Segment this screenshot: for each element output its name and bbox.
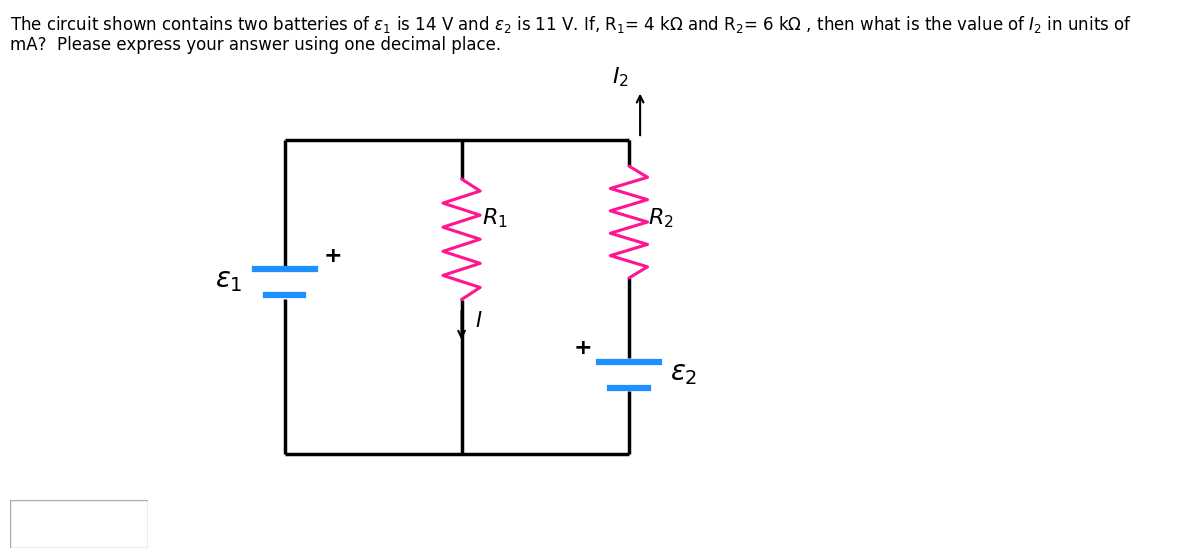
Text: $R_1$: $R_1$ (482, 206, 508, 230)
Text: $\varepsilon_2$: $\varepsilon_2$ (670, 359, 697, 387)
Text: $I_2$: $I_2$ (612, 65, 629, 88)
Text: +: + (574, 338, 592, 358)
Text: $I$: $I$ (474, 311, 482, 331)
Text: $\varepsilon_1$: $\varepsilon_1$ (215, 266, 242, 294)
Text: +: + (324, 245, 342, 266)
Text: The circuit shown contains two batteries of $\varepsilon_1$ is 14 V and $\vareps: The circuit shown contains two batteries… (10, 14, 1132, 35)
Text: $R_2$: $R_2$ (648, 206, 673, 230)
Text: mA?  Please express your answer using one decimal place.: mA? Please express your answer using one… (10, 36, 500, 54)
FancyBboxPatch shape (10, 500, 148, 548)
